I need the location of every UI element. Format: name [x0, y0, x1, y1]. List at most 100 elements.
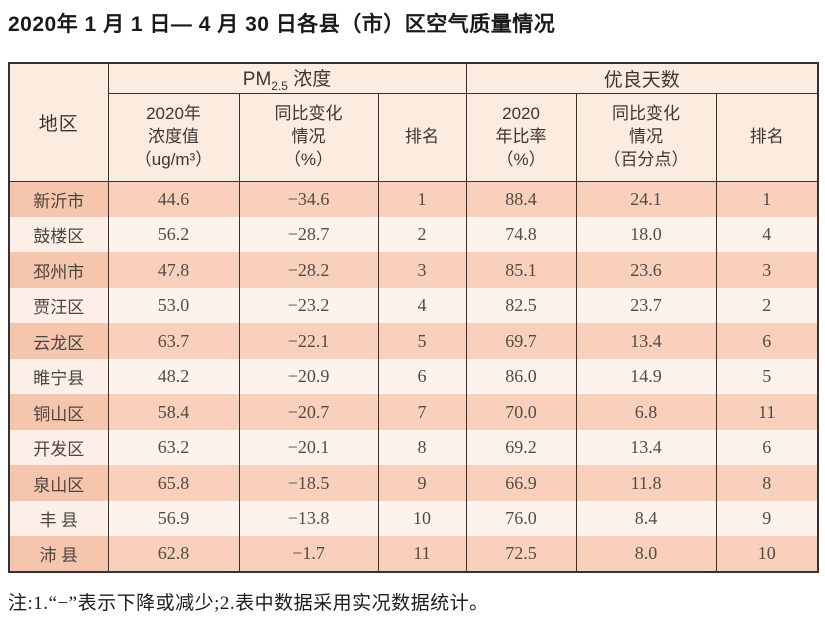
table-body: 新沂市 44.6 −34.6 1 88.4 24.1 1 鼓楼区 56.2 −28.7 2 74.8 1… [8, 181, 819, 572]
table-row: 睢宁县 48.2 −20.9 6 86.0 14.9 5 [8, 358, 819, 395]
days-rate-cell: 85.1 [465, 252, 577, 288]
pm-rank-cell: 5 [377, 323, 467, 359]
column-header-days-change: 同比变化 情况 （百分点） [575, 92, 717, 182]
days-rank-cell: 11 [715, 394, 819, 430]
pm-value-cell: 44.6 [107, 181, 240, 217]
footnote: 注:1.“−”表示下降或减少;2.表中数据采用实况数据统计。 [8, 593, 489, 614]
days-change-cell: 18.0 [575, 216, 717, 253]
pm25-suffix: 浓度 [287, 69, 332, 90]
column-group-good-days: 优良天数 [465, 62, 819, 94]
days-rank-cell: 8 [715, 465, 819, 501]
pm-change-cell: −20.7 [238, 394, 379, 430]
pm-value-cell: 56.2 [107, 216, 240, 253]
region-cell: 丰 县 [8, 500, 109, 537]
days-rank-cell: 5 [715, 358, 819, 395]
pm-value-cell: 48.2 [107, 358, 240, 395]
pm-rank-cell: 6 [377, 358, 467, 395]
sub-header-row: 2020年 浓度值 （ug/m³） 同比变化 情况 （%） 排名 2020 年比… [9, 92, 819, 182]
table-row: 贾汪区 53.0 −23.2 4 82.5 23.7 2 [8, 287, 819, 324]
table-row: 云龙区 63.7 −22.1 5 69.7 13.4 6 [8, 323, 819, 359]
pm-rank-cell: 11 [377, 536, 467, 572]
pm-change-cell: −28.2 [238, 252, 379, 288]
days-rank-cell: 4 [715, 216, 819, 253]
pm-rank-cell: 7 [377, 394, 467, 430]
days-rank-cell: 9 [715, 500, 819, 537]
days-rate-cell: 86.0 [465, 358, 577, 395]
days-rank-cell: 6 [715, 323, 819, 359]
table-row: 铜山区 58.4 −20.7 7 70.0 6.8 11 [8, 394, 819, 430]
days-change-cell: 24.1 [575, 181, 717, 217]
region-cell: 新沂市 [8, 181, 109, 217]
region-cell: 云龙区 [8, 323, 109, 359]
pm-change-cell: −23.2 [238, 287, 379, 324]
air-quality-table: 地区 PM2.5 浓度 优良天数 2020年 浓度值 （ug/m³） 同比变化 … [8, 62, 820, 573]
pm25-group-label: PM2.5 浓度 [243, 69, 332, 93]
days-rate-cell: 70.0 [465, 394, 577, 430]
column-group-pm25: PM2.5 浓度 [107, 62, 467, 94]
days-rate-cell: 69.7 [465, 323, 577, 359]
pm-rank-cell: 1 [377, 181, 467, 217]
region-cell: 泉山区 [8, 465, 109, 501]
pm-rank-cell: 10 [377, 500, 467, 537]
table-row: 泉山区 65.8 −18.5 9 66.9 11.8 8 [8, 465, 819, 501]
pm-value-cell: 58.4 [107, 394, 240, 430]
days-rank-cell: 2 [715, 287, 819, 324]
pm-change-cell: −34.6 [238, 181, 379, 217]
days-change-cell: 8.0 [575, 536, 717, 572]
days-rate-cell: 76.0 [465, 500, 577, 537]
pm-value-cell: 63.7 [107, 323, 240, 359]
column-header-region: 地区 [8, 62, 109, 182]
days-change-cell: 14.9 [575, 358, 717, 395]
region-cell: 开发区 [8, 429, 109, 466]
days-rank-cell: 10 [715, 536, 819, 572]
region-cell: 邳州市 [8, 252, 109, 288]
pm-change-cell: −13.8 [238, 500, 379, 537]
region-cell: 铜山区 [8, 394, 109, 430]
days-rank-cell: 1 [715, 181, 819, 217]
days-rate-cell: 74.8 [465, 216, 577, 253]
pm-value-cell: 53.0 [107, 287, 240, 324]
days-change-cell: 11.8 [575, 465, 717, 501]
pm-change-cell: −22.1 [238, 323, 379, 359]
column-header-pm-rank: 排名 [377, 92, 467, 182]
days-rank-cell: 3 [715, 252, 819, 288]
pm-value-cell: 62.8 [107, 536, 240, 572]
pm-value-cell: 63.2 [107, 429, 240, 466]
days-change-cell: 13.4 [575, 323, 717, 359]
pm-rank-cell: 3 [377, 252, 467, 288]
days-rate-cell: 66.9 [465, 465, 577, 501]
days-rate-cell: 88.4 [465, 181, 577, 217]
pm-change-cell: −18.5 [238, 465, 379, 501]
table-row: 沛 县 62.8 −1.7 11 72.5 8.0 10 [8, 536, 819, 572]
pm-rank-cell: 2 [377, 216, 467, 253]
group-header-row: 地区 PM2.5 浓度 优良天数 [8, 62, 819, 182]
table-row: 开发区 63.2 −20.1 8 69.2 13.4 6 [8, 429, 819, 466]
days-change-cell: 13.4 [575, 429, 717, 466]
days-rate-cell: 82.5 [465, 287, 577, 324]
region-cell: 沛 县 [8, 536, 109, 572]
days-change-cell: 8.4 [575, 500, 717, 537]
pm-change-cell: −20.1 [238, 429, 379, 466]
days-change-cell: 23.7 [575, 287, 717, 324]
table-header: 地区 PM2.5 浓度 优良天数 2020年 浓度值 （ug/m³） 同比变化 … [8, 62, 819, 182]
pm-change-cell: −20.9 [238, 358, 379, 395]
column-header-days-rank: 排名 [715, 92, 819, 182]
days-rate-cell: 69.2 [465, 429, 577, 466]
pm-value-cell: 47.8 [107, 252, 240, 288]
table-row: 丰 县 56.9 −13.8 10 76.0 8.4 9 [8, 500, 819, 537]
pm-rank-cell: 4 [377, 287, 467, 324]
column-header-pm-value: 2020年 浓度值 （ug/m³） [107, 92, 240, 182]
days-change-cell: 6.8 [575, 394, 717, 430]
pm-change-cell: −1.7 [238, 536, 379, 572]
column-header-pm-change: 同比变化 情况 （%） [238, 92, 379, 182]
pm-value-cell: 56.9 [107, 500, 240, 537]
table-row: 邳州市 47.8 −28.2 3 85.1 23.6 3 [8, 252, 819, 288]
table-row: 新沂市 44.6 −34.6 1 88.4 24.1 1 [8, 181, 819, 217]
region-cell: 鼓楼区 [8, 216, 109, 253]
pm-rank-cell: 9 [377, 465, 467, 501]
pm-rank-cell: 8 [377, 429, 467, 466]
region-cell: 贾汪区 [8, 287, 109, 324]
pm-value-cell: 65.8 [107, 465, 240, 501]
pm-change-cell: −28.7 [238, 216, 379, 253]
